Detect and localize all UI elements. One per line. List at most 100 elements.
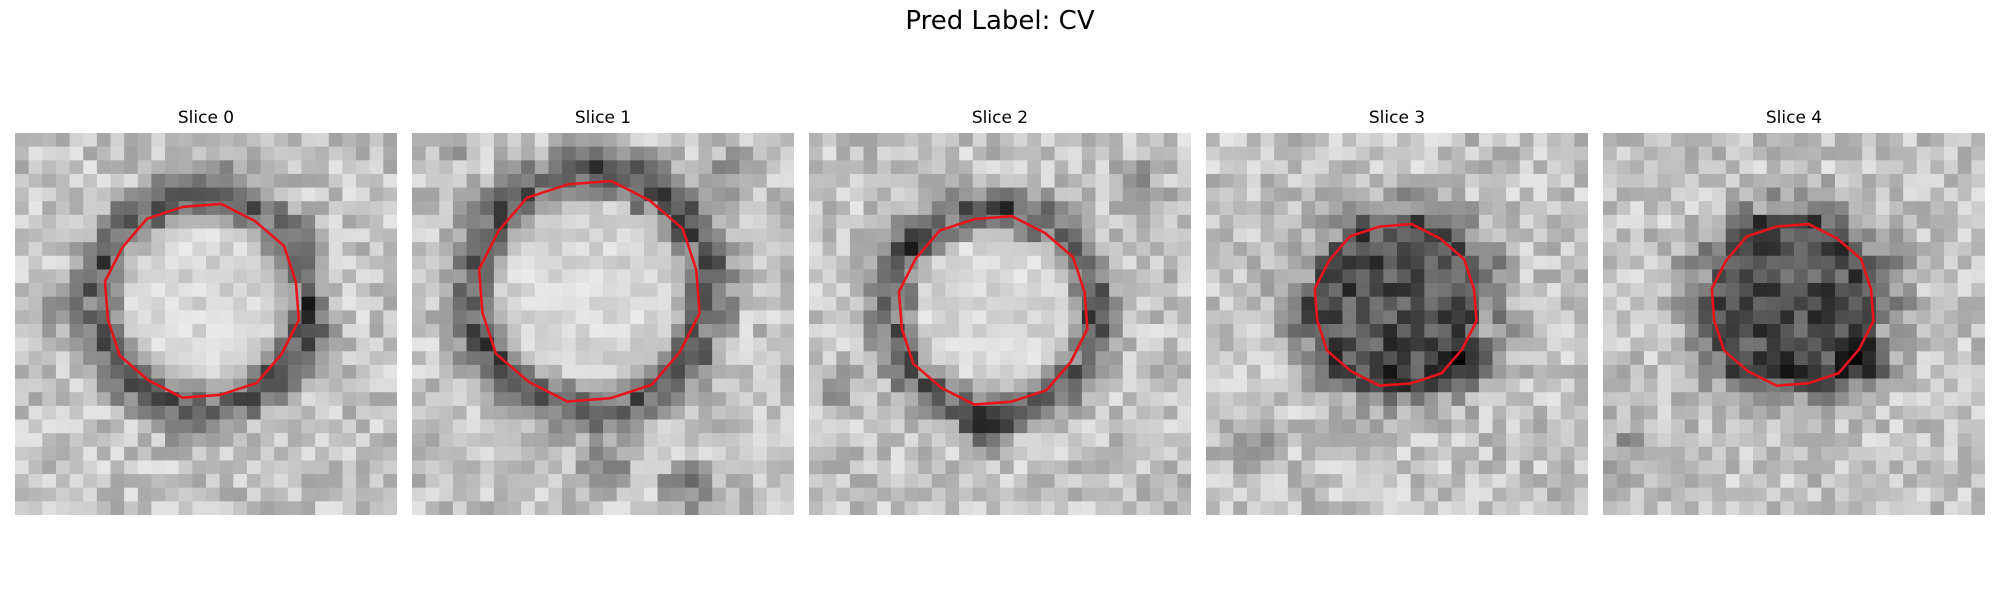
- voxel: [1233, 501, 1248, 515]
- voxel: [246, 201, 262, 216]
- voxel: [671, 228, 686, 243]
- voxel: [425, 392, 440, 407]
- voxel: [1560, 405, 1575, 421]
- voxel: [287, 146, 303, 161]
- voxel: [890, 214, 906, 230]
- voxel: [1397, 283, 1412, 298]
- voxel: [918, 324, 933, 339]
- voxel: [507, 214, 522, 230]
- voxel: [725, 460, 741, 475]
- voxel: [383, 296, 397, 311]
- voxel: [55, 460, 71, 475]
- voxel: [863, 228, 878, 243]
- voxel: [480, 228, 495, 243]
- voxel: [1163, 337, 1178, 352]
- voxel: [1875, 133, 1891, 148]
- voxel: [1260, 501, 1275, 515]
- voxel: [124, 324, 139, 339]
- voxel: [1013, 133, 1028, 148]
- voxel: [1492, 173, 1507, 189]
- voxel: [1533, 255, 1548, 271]
- voxel: [945, 337, 960, 352]
- voxel: [986, 296, 1001, 311]
- voxel: [301, 378, 316, 393]
- voxel: [178, 351, 193, 366]
- voxel: [809, 201, 824, 216]
- segmentation-contour: [1313, 222, 1478, 387]
- voxel: [1616, 419, 1631, 434]
- voxel: [1068, 173, 1083, 189]
- voxel: [1957, 187, 1972, 202]
- voxel: [1574, 296, 1588, 311]
- voxel: [151, 228, 166, 243]
- voxel: [589, 160, 604, 175]
- voxel: [904, 133, 919, 148]
- voxel: [959, 228, 974, 243]
- voxel: [1574, 201, 1588, 216]
- voxel: [493, 487, 509, 502]
- voxel: [1424, 283, 1439, 298]
- voxel: [1356, 460, 1371, 475]
- voxel: [739, 228, 754, 243]
- voxel: [589, 324, 604, 339]
- voxel: [124, 378, 139, 393]
- voxel: [1971, 146, 1985, 161]
- voxel: [877, 160, 892, 175]
- voxel: [137, 255, 153, 271]
- voxel: [671, 392, 686, 407]
- voxel: [412, 269, 427, 284]
- voxel: [1437, 228, 1453, 243]
- voxel: [1780, 173, 1795, 189]
- voxel: [1274, 324, 1289, 339]
- voxel: [55, 487, 71, 502]
- voxel: [1506, 351, 1521, 366]
- voxel: [83, 501, 98, 515]
- voxel: [342, 364, 357, 380]
- voxel: [1753, 296, 1768, 311]
- voxel: [55, 433, 71, 448]
- voxel: [1533, 269, 1548, 284]
- voxel: [1342, 173, 1357, 189]
- voxel: [1000, 433, 1015, 448]
- voxel: [69, 474, 84, 489]
- voxel: [1903, 474, 1918, 489]
- voxel: [466, 419, 481, 434]
- voxel: [1424, 296, 1439, 311]
- voxel: [328, 446, 344, 462]
- voxel: [1054, 378, 1069, 393]
- voxel: [1903, 160, 1918, 175]
- voxel: [96, 133, 112, 148]
- voxel: [1807, 433, 1822, 448]
- voxel: [521, 228, 536, 243]
- voxel: [301, 310, 316, 325]
- voxel: [1657, 146, 1672, 161]
- voxel: [657, 501, 672, 515]
- voxel: [534, 228, 550, 243]
- voxel: [1437, 160, 1453, 175]
- voxel: [425, 296, 440, 311]
- voxel: [1287, 487, 1303, 502]
- voxel: [28, 187, 43, 202]
- voxel: [206, 296, 221, 311]
- voxel: [493, 446, 509, 462]
- slice-title: Slice 2: [971, 108, 1029, 128]
- voxel: [809, 378, 824, 393]
- voxel: [753, 378, 768, 393]
- voxel: [725, 214, 741, 230]
- voxel: [766, 474, 781, 489]
- voxel: [1780, 364, 1795, 380]
- voxel: [439, 269, 454, 284]
- voxel: [1451, 201, 1466, 216]
- voxel: [1451, 173, 1466, 189]
- voxel: [1233, 146, 1248, 161]
- voxel: [1356, 160, 1371, 175]
- voxel: [287, 487, 303, 502]
- voxel: [959, 146, 974, 161]
- voxel: [1233, 364, 1248, 380]
- voxel: [836, 378, 851, 393]
- voxel: [1027, 173, 1042, 189]
- voxel: [151, 419, 166, 434]
- voxel: [671, 405, 686, 421]
- voxel: [1122, 310, 1138, 325]
- voxel: [1328, 228, 1344, 243]
